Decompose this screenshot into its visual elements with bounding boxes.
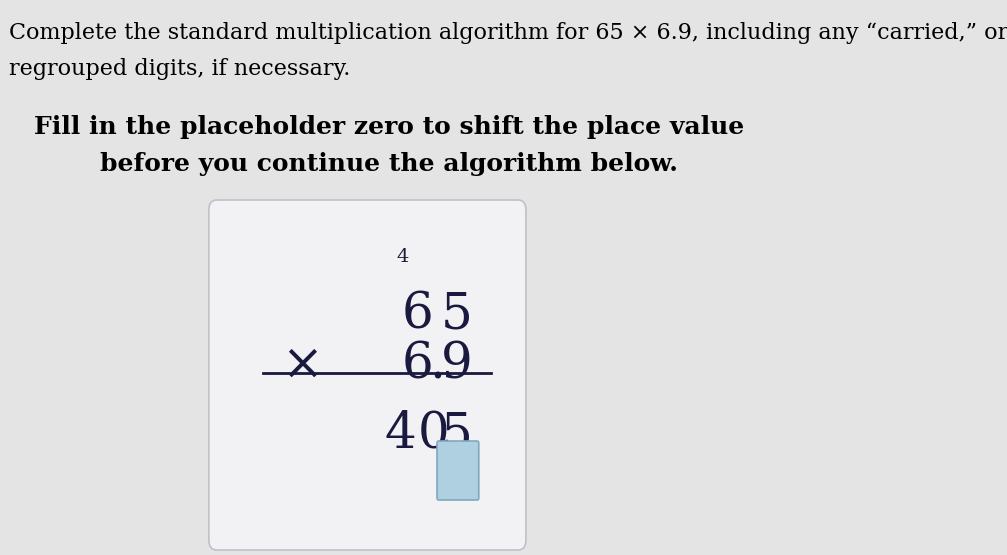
- Text: .: .: [429, 340, 445, 390]
- Text: 4: 4: [385, 410, 417, 460]
- Text: regrouped digits, if necessary.: regrouped digits, if necessary.: [9, 58, 350, 80]
- Text: ×: ×: [281, 340, 322, 390]
- FancyBboxPatch shape: [208, 200, 526, 550]
- Text: 0: 0: [417, 410, 449, 460]
- Text: 5: 5: [440, 410, 472, 460]
- Text: 4: 4: [396, 248, 409, 266]
- Text: 9: 9: [440, 340, 472, 390]
- Text: 6: 6: [402, 290, 434, 340]
- Text: Fill in the placeholder zero to shift the place value: Fill in the placeholder zero to shift th…: [34, 115, 744, 139]
- Text: before you continue the algorithm below.: before you continue the algorithm below.: [100, 152, 678, 176]
- FancyBboxPatch shape: [437, 441, 478, 500]
- Text: 6: 6: [402, 340, 434, 390]
- Text: 5: 5: [440, 290, 472, 340]
- Text: Complete the standard multiplication algorithm for 65 × 6.9, including any “carr: Complete the standard multiplication alg…: [9, 22, 1007, 44]
